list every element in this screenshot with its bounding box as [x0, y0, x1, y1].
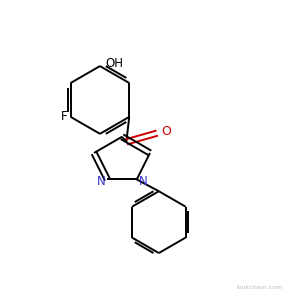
Text: N: N	[139, 175, 148, 188]
Text: OH: OH	[105, 57, 123, 70]
Text: N: N	[97, 175, 105, 188]
Text: lookchem.com: lookchem.com	[236, 285, 283, 290]
Text: O: O	[161, 125, 171, 138]
Text: F: F	[61, 110, 67, 123]
